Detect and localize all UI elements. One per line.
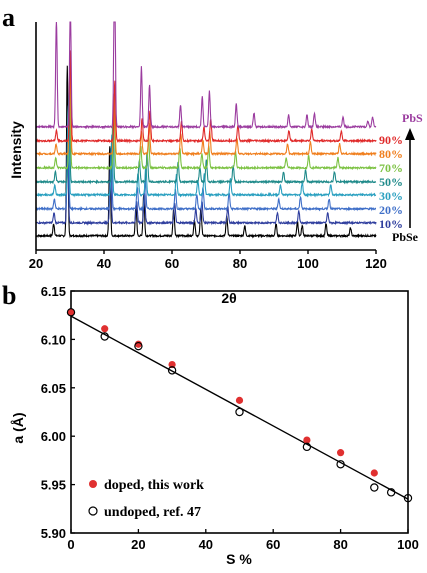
xrd-x-tick-label-20: 20: [29, 256, 43, 271]
lattice-x-tick-label-80: 80: [333, 537, 347, 552]
xrd-x-tick-label-40: 40: [97, 256, 111, 271]
panel-b-letter: b: [2, 281, 16, 310]
doped-point-50: [235, 396, 244, 404]
legend-label-doped: doped, this work: [104, 478, 204, 493]
doped-point-10: [101, 325, 109, 333]
legend-label-undoped: undoped, ref. 47: [104, 505, 201, 520]
lattice-x-tick-label-60: 60: [266, 537, 280, 552]
undoped-point-95: [386, 488, 396, 497]
lattice-ticks: 0 20 40 60 80 100 5.90 5.95 6.00 6.05 6.10 6.15: [41, 284, 419, 552]
xrd-series-5: [35, 92, 377, 185]
lattice-y-axis-title: a (Å): [10, 412, 26, 443]
xrd-x-tick-label-60: 60: [165, 256, 179, 271]
lattice-y-tick-label-6.15: 6.15: [41, 284, 66, 299]
lattice-fit: [70, 315, 409, 500]
lattice-y-tick-label-6.10: 6.10: [41, 332, 66, 347]
xrd-label-50pct: 50%: [379, 175, 403, 189]
lattice-x-tick-label-20: 20: [131, 537, 145, 552]
lattice-fit-line: [70, 315, 409, 500]
pbs-end-label: PbS: [402, 111, 423, 125]
xrd-series-3: [35, 119, 376, 212]
xrd-series-9: [35, 21, 377, 130]
lattice-axes: [70, 290, 409, 534]
doped-point-70: [303, 436, 311, 444]
pbse-end-label: PbSe: [392, 230, 419, 244]
lattice-y-tick-label-5.90: 5.90: [41, 526, 66, 541]
xrd-y-axis-title: Intensity: [8, 121, 24, 179]
xrd-label-10pct: 10%: [379, 217, 403, 231]
xrd-label-80pct: 80%: [379, 147, 403, 161]
undoped-point-100: [403, 493, 413, 503]
legend-marker-undoped: [88, 506, 98, 516]
xrd-x-tick-label-100: 100: [297, 256, 319, 271]
xrd-series-1: [35, 65, 377, 239]
lattice-plot-frame: [70, 290, 409, 534]
lattice-x-tick-label-100: 100: [397, 537, 419, 552]
lattice-points: [66, 308, 413, 503]
lattice-x-axis-title: S %: [226, 551, 252, 567]
undoped-point-30: [167, 366, 177, 375]
undoped-point-20: [134, 341, 143, 351]
undoped-point-50: [235, 407, 244, 417]
lattice-x-tick-label-40: 40: [199, 537, 213, 552]
lattice-x-tick-label-0: 0: [67, 537, 74, 552]
xrd-label-20pct: 20%: [379, 203, 403, 217]
undoped-point-90: [370, 483, 379, 492]
xrd-x-ticks: 20 40 60 80 100 120: [29, 250, 387, 271]
xrd-series-4: [35, 105, 377, 198]
composition-arrow-head: [405, 128, 415, 140]
xrd-label-90pct: 90%: [379, 133, 403, 147]
panel-a-letter: a: [2, 3, 15, 32]
xrd-series-7: [35, 64, 377, 157]
doped-point-90: [370, 469, 378, 477]
lattice-panel: 0 20 40 60 80 100 5.90 5.95 6.00 6.05 6.10 6.15 S %…: [10, 284, 419, 567]
lattice-y-tick-label-6.00: 6.00: [41, 429, 66, 444]
undoped-point-80: [336, 460, 345, 469]
xrd-series-6: [35, 78, 377, 171]
xrd-x-tick-label-120: 120: [365, 256, 387, 271]
xrd-axes: [35, 22, 376, 251]
undoped-point-0: [66, 308, 76, 317]
xrd-panel: 20 40 60 80 100 120 10%20%30%50%70%80%90% 2θ …: [8, 21, 423, 306]
xrd-label-70pct: 70%: [379, 161, 403, 175]
doped-point-0: [67, 308, 75, 316]
xrd-label-30pct: 30%: [379, 189, 403, 203]
legend-marker-doped: [89, 480, 97, 488]
xrd-x-axis-title: 2θ: [221, 290, 236, 306]
doped-point-80: [337, 449, 345, 457]
xrd-series-group: [35, 21, 377, 239]
xrd-series-2: [35, 133, 377, 226]
lattice-y-tick-label-6.05: 6.05: [41, 381, 66, 396]
xrd-x-tick-label-80: 80: [233, 256, 247, 271]
undoped-point-10: [100, 332, 109, 341]
doped-point-30: [168, 360, 176, 369]
xrd-series-labels: 10%20%30%50%70%80%90%: [379, 133, 403, 231]
lattice-legend: doped, this work undoped, ref. 47: [88, 478, 204, 520]
xrd-series-8: [35, 50, 377, 144]
undoped-point-70: [302, 442, 312, 452]
lattice-y-tick-label-5.95: 5.95: [41, 478, 66, 493]
